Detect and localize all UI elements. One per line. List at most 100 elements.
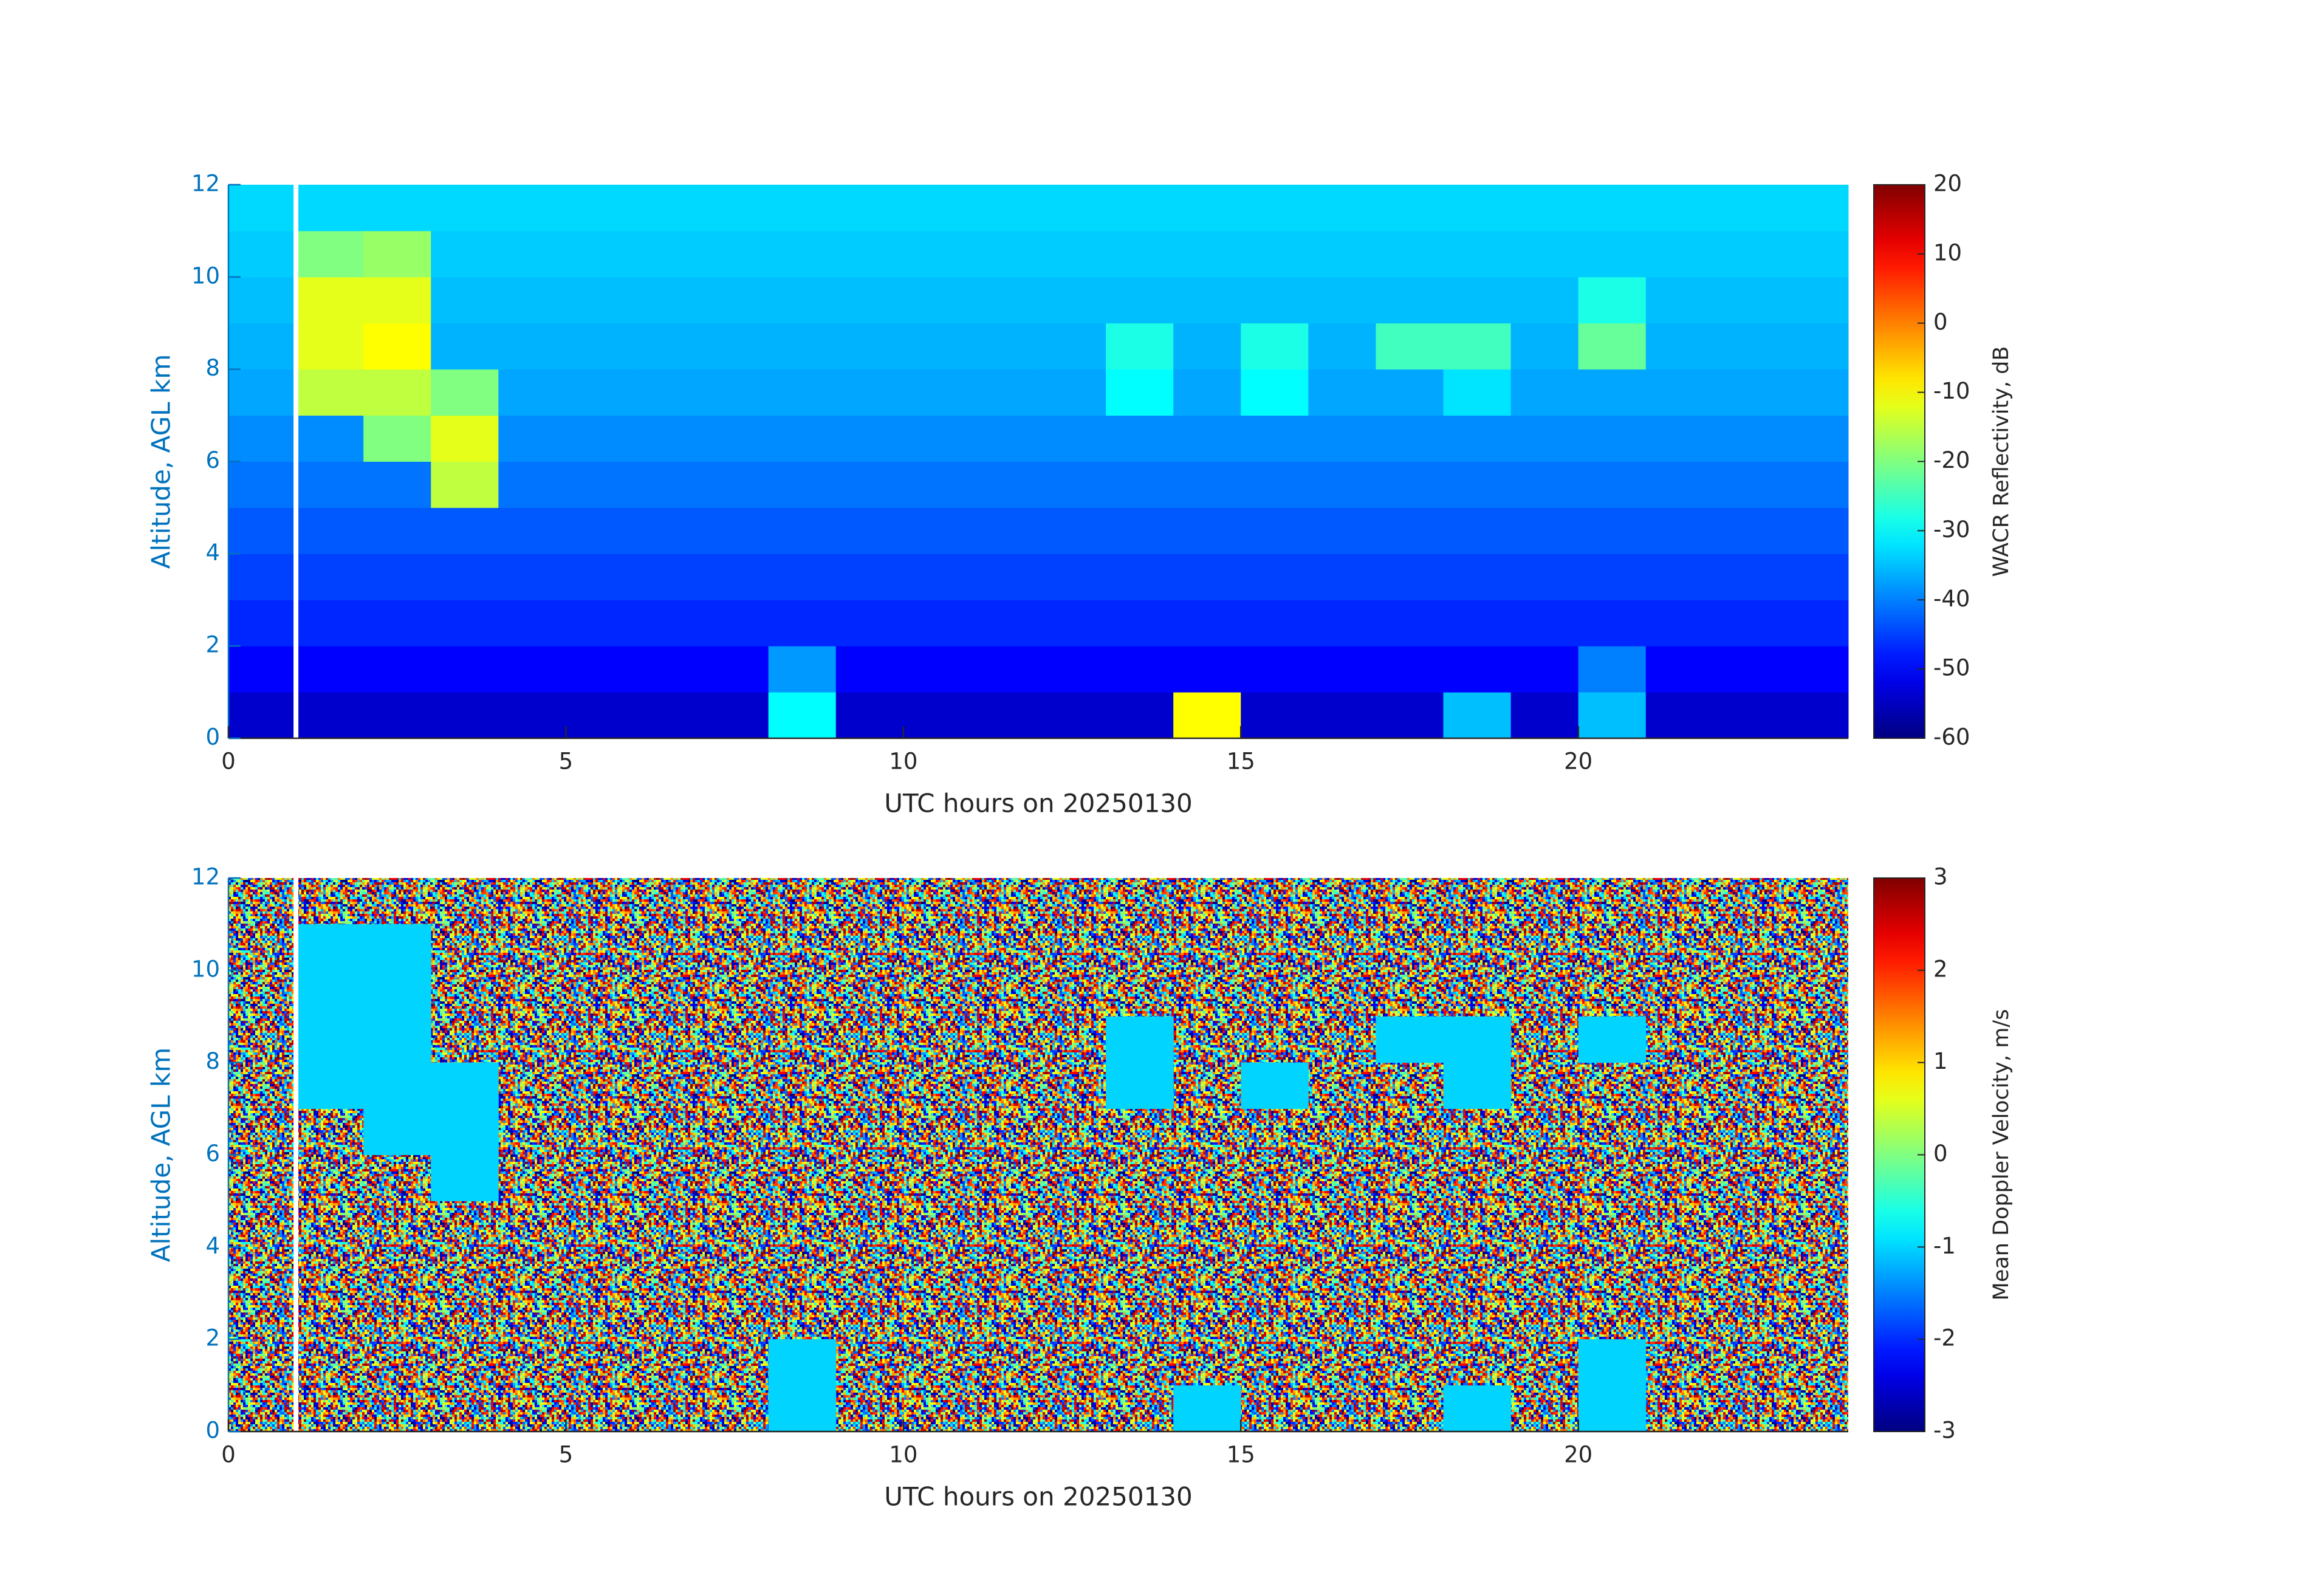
heatmap-cell	[1038, 230, 1106, 278]
heatmap-cell	[1443, 276, 1512, 324]
y-tick-label: 2	[205, 1325, 220, 1351]
heatmap-cell	[970, 230, 1039, 278]
heatmap-cell	[633, 185, 702, 232]
heatmap-cell	[228, 692, 296, 739]
y-tick-label: 6	[205, 1141, 220, 1167]
heatmap-cell	[1713, 461, 1781, 508]
heatmap-cell	[1038, 276, 1106, 324]
x-tick-label: 20	[1564, 1442, 1592, 1468]
heatmap-cell	[903, 600, 972, 647]
heatmap-cell	[431, 692, 499, 739]
heatmap-cell	[701, 600, 769, 647]
colorbar	[1873, 184, 1925, 739]
heatmap-cell	[970, 276, 1039, 324]
heatmap-cell	[1645, 415, 1714, 462]
heatmap-cell	[1713, 600, 1781, 647]
heatmap-cell	[363, 554, 431, 600]
heatmap-cell	[296, 230, 364, 278]
heatmap-cell	[1038, 646, 1106, 693]
heatmap-cell	[1106, 1062, 1174, 1110]
heatmap-cell	[768, 646, 837, 693]
heatmap-cell	[768, 415, 837, 462]
heatmap-cell	[835, 276, 904, 324]
heatmap-cell	[1241, 230, 1309, 278]
heatmap-cell	[1443, 369, 1512, 416]
heatmap-cell	[970, 646, 1039, 693]
heatmap-cell	[970, 185, 1039, 232]
heatmap-cell	[1106, 554, 1174, 600]
y-tick-label: 8	[205, 1048, 220, 1074]
heatmap-cell	[835, 369, 904, 416]
heatmap-cell	[1173, 185, 1241, 232]
heatmap-cell	[835, 461, 904, 508]
heatmap-cell	[228, 461, 296, 508]
heatmap-cell	[1510, 692, 1579, 739]
heatmap-cell	[1038, 461, 1106, 508]
heatmap-cell	[1241, 461, 1309, 508]
heatmap-cell	[1376, 554, 1444, 600]
heatmap-cell	[701, 461, 769, 508]
heatmap-cell	[1578, 276, 1647, 324]
heatmap-cell	[633, 507, 702, 554]
heatmap-cell	[296, 554, 364, 600]
heatmap-cell	[1241, 369, 1309, 416]
heatmap-cell	[1241, 646, 1309, 693]
colorbar-label: Mean Doppler Velocity, m/s	[1989, 1009, 2014, 1301]
heatmap-cell	[1173, 230, 1241, 278]
heatmap-cell	[1443, 646, 1512, 693]
colorbar-tick-label: -3	[1933, 1418, 1956, 1444]
heatmap-cell	[431, 554, 499, 600]
heatmap-cell	[633, 646, 702, 693]
heatmap-cell	[633, 276, 702, 324]
heatmap-cell	[1376, 600, 1444, 647]
heatmap-cell	[1645, 369, 1714, 416]
heatmap-cell	[903, 415, 972, 462]
heatmap-cell	[431, 461, 499, 508]
heatmap-cell	[296, 185, 364, 232]
heatmap-cell	[835, 646, 904, 693]
heatmap-cell	[1713, 230, 1781, 278]
y-tick-label: 0	[205, 724, 220, 750]
y-tick-label: 0	[205, 1418, 220, 1444]
heatmap-cell	[296, 692, 364, 739]
heatmap-cell	[768, 507, 837, 554]
heatmap-cell	[498, 646, 566, 693]
heatmap-cell	[1578, 323, 1647, 370]
heatmap-cell	[903, 554, 972, 600]
heatmap-cell	[363, 507, 431, 554]
heatmap-cell	[1376, 692, 1444, 739]
heatmap-cell	[363, 369, 431, 416]
heatmap-cell	[1645, 692, 1714, 739]
heatmap-cell	[1713, 507, 1781, 554]
heatmap-cell	[296, 646, 364, 693]
heatmap-cell	[296, 461, 364, 508]
heatmap-cell	[768, 461, 837, 508]
heatmap-cell	[1443, 692, 1512, 739]
heatmap-cell	[1578, 507, 1647, 554]
colorbar-tick-label: -50	[1933, 655, 1970, 681]
heatmap-cell	[970, 369, 1039, 416]
heatmap-cell	[498, 507, 566, 554]
x-tick-label: 10	[889, 1442, 917, 1468]
heatmap-cell	[566, 600, 634, 647]
heatmap-cell	[768, 185, 837, 232]
heatmap-cell	[431, 600, 499, 647]
x-tick-label: 5	[559, 1442, 574, 1468]
heatmap-cell	[498, 554, 566, 600]
heatmap-cell	[1173, 600, 1241, 647]
heatmap-cell	[1173, 323, 1241, 370]
x-axis-label: UTC hours on 20250130	[884, 1482, 1193, 1512]
heatmap-cell	[835, 185, 904, 232]
heatmap-cell	[1376, 646, 1444, 693]
heatmap-cell	[1308, 369, 1376, 416]
heatmap-cell	[701, 646, 769, 693]
heatmap-cell	[633, 600, 702, 647]
heatmap-cell	[633, 461, 702, 508]
heatmap-cell	[768, 692, 837, 739]
heatmap-cell	[1645, 230, 1714, 278]
y-axis-label: Altitude, AGL km	[146, 1048, 176, 1262]
x-tick-label: 20	[1564, 749, 1592, 775]
heatmap-cell	[1780, 230, 1849, 278]
heatmap-cell	[296, 1062, 364, 1110]
heatmap-cell	[1713, 276, 1781, 324]
